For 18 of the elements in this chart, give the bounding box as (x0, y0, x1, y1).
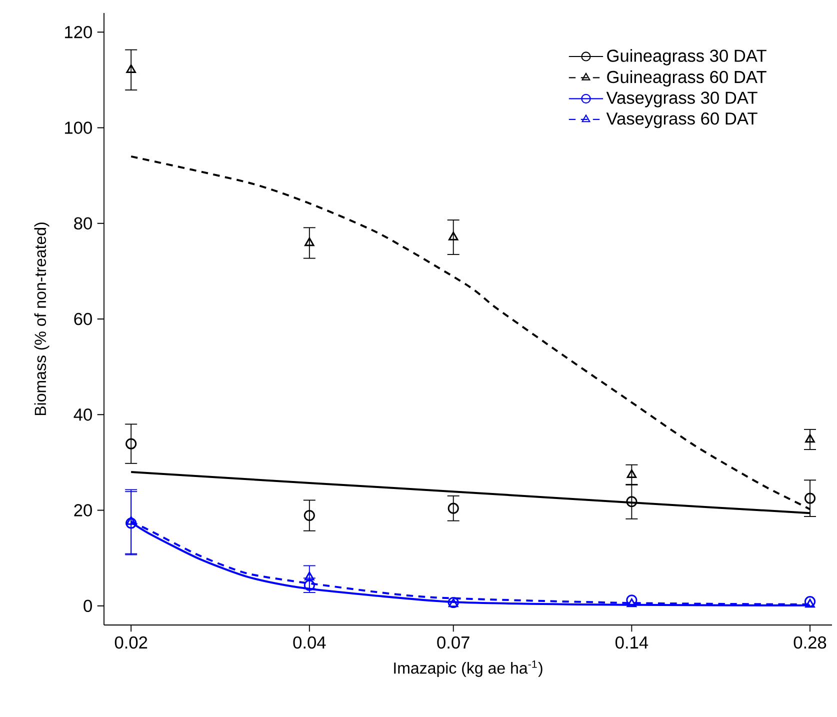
x-tick-label: 0.04 (293, 636, 326, 649)
y-tick-label: 120 (65, 26, 92, 38)
y-tick-label: 20 (74, 504, 92, 516)
legend-label: Vaseygrass 30 DAT (606, 92, 758, 108)
y-axis-title: Biomass (% of non-treated) (34, 222, 50, 416)
x-tick-label: 0.14 (615, 636, 648, 649)
y-tick-label: 40 (74, 408, 92, 421)
y-tick-label: 0 (84, 600, 92, 612)
x-tick-label: 0.02 (114, 636, 148, 649)
legend-label: Guineagrass 60 DAT (607, 70, 766, 87)
x-tick-label: 0.28 (794, 636, 826, 649)
x-axis-title: Imazapic (kg ae ha$^{-1}$) (394, 660, 542, 677)
legend-label: Vaseygrass 60 DAT (606, 112, 758, 128)
legend-label: Guineagrass 30 DAT (607, 49, 766, 66)
x-tick-label: 0.07 (437, 636, 470, 649)
y-tick-label: 60 (74, 312, 92, 326)
y-tick-label: 80 (74, 217, 92, 230)
y-tick-label: 100 (65, 122, 92, 134)
